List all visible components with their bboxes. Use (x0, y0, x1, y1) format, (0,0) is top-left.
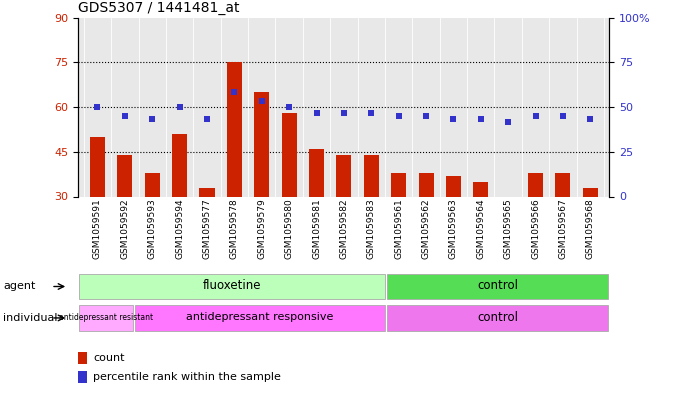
Bar (117, 155, 132, 196)
Point (421, 113, 432, 119)
Bar (556, 173, 571, 196)
Point (202, 116, 212, 122)
Point (393, 113, 404, 119)
Point (503, 119, 513, 125)
Point (475, 116, 486, 122)
Bar (419, 173, 434, 196)
Bar (254, 92, 269, 196)
Text: GSM1059563: GSM1059563 (449, 198, 458, 259)
Text: percentile rank within the sample: percentile rank within the sample (93, 372, 281, 382)
Point (229, 89, 240, 95)
Point (448, 116, 459, 122)
Point (174, 104, 185, 110)
Point (284, 104, 295, 110)
Text: antidepressant responsive: antidepressant responsive (187, 312, 334, 322)
Point (366, 110, 377, 116)
Bar (80, 274, 385, 299)
Text: GSM1059564: GSM1059564 (476, 198, 486, 259)
Point (92, 104, 103, 110)
Text: GSM1059591: GSM1059591 (93, 198, 102, 259)
Text: GDS5307 / 1441481_at: GDS5307 / 1441481_at (78, 1, 240, 15)
Text: fluoxetine: fluoxetine (203, 279, 262, 292)
Text: GSM1059561: GSM1059561 (394, 198, 403, 259)
Bar (90, 137, 105, 196)
Point (585, 116, 596, 122)
Bar (78, 352, 87, 364)
Bar (80, 305, 133, 331)
Text: GSM1059565: GSM1059565 (504, 198, 513, 259)
Text: GSM1059593: GSM1059593 (148, 198, 157, 259)
Text: GSM1059578: GSM1059578 (230, 198, 239, 259)
Text: count: count (93, 353, 125, 363)
Bar (336, 155, 351, 196)
Bar (387, 305, 608, 331)
Bar (200, 187, 215, 196)
Bar (583, 187, 598, 196)
Bar (473, 182, 488, 196)
Text: control: control (477, 279, 518, 292)
Bar (144, 173, 160, 196)
Point (311, 110, 322, 116)
Bar (528, 173, 543, 196)
Point (119, 113, 130, 119)
Text: individual: individual (3, 313, 58, 323)
Text: GSM1059568: GSM1059568 (586, 198, 595, 259)
Text: GSM1059577: GSM1059577 (202, 198, 212, 259)
Text: agent: agent (3, 281, 36, 292)
Text: GSM1059592: GSM1059592 (121, 198, 129, 259)
Text: GSM1059579: GSM1059579 (257, 198, 266, 259)
Text: control: control (477, 311, 518, 324)
Bar (364, 155, 379, 196)
Point (530, 113, 541, 119)
Text: GSM1059582: GSM1059582 (339, 198, 349, 259)
Text: GSM1059594: GSM1059594 (175, 198, 184, 259)
Bar (309, 149, 324, 196)
Bar (391, 173, 406, 196)
Text: GSM1059562: GSM1059562 (422, 198, 430, 259)
Bar (136, 305, 385, 331)
Point (558, 113, 569, 119)
Bar (227, 62, 242, 196)
Text: GSM1059566: GSM1059566 (531, 198, 540, 259)
Bar (172, 134, 187, 196)
Bar (446, 176, 461, 196)
Point (256, 98, 267, 104)
Text: GSM1059583: GSM1059583 (367, 198, 376, 259)
Bar (282, 113, 297, 196)
Bar (78, 371, 87, 383)
Point (147, 116, 158, 122)
Text: GSM1059581: GSM1059581 (312, 198, 321, 259)
Point (338, 110, 349, 116)
Text: GSM1059580: GSM1059580 (285, 198, 294, 259)
Bar (387, 274, 608, 299)
Text: GSM1059567: GSM1059567 (558, 198, 567, 259)
Text: antidepressant resistant: antidepressant resistant (59, 313, 153, 322)
